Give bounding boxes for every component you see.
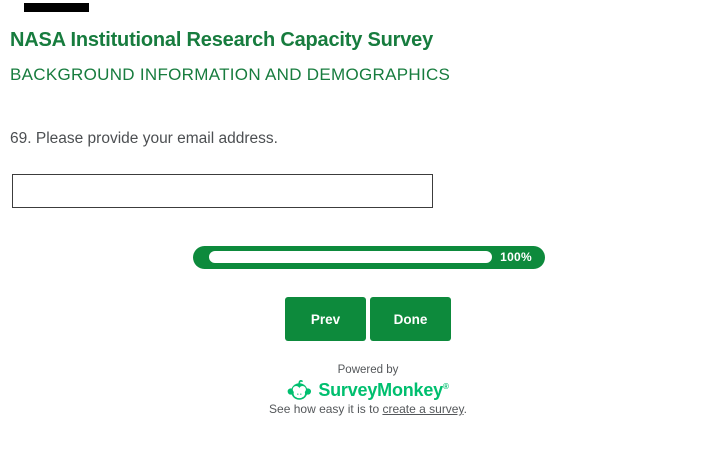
top-artifact-bar (24, 3, 89, 12)
create-survey-link[interactable]: create a survey (382, 402, 464, 416)
prev-button[interactable]: Prev (285, 297, 366, 341)
done-button[interactable]: Done (370, 297, 451, 341)
question-text: 69. Please provide your email address. (10, 130, 278, 147)
powered-by-label: Powered by (337, 364, 399, 376)
email-input[interactable] (12, 174, 433, 208)
surveymonkey-logo[interactable]: SurveyMonkey® (287, 378, 449, 402)
progress-bar: 100% (193, 246, 545, 269)
trademark-symbol: ® (442, 381, 449, 391)
tagline-suffix: . (463, 402, 467, 416)
progress-percent-label: 100% (500, 250, 532, 264)
surveymonkey-monkey-icon (287, 380, 312, 400)
progress-bar-fill (209, 251, 492, 263)
footer-tagline: See how easy it is to create a survey. (269, 402, 467, 416)
nav-button-row: Prev Done (285, 297, 451, 341)
tagline-prefix: See how easy it is to (269, 402, 383, 416)
surveymonkey-wordmark: SurveyMonkey® (318, 379, 449, 400)
survey-page-title: BACKGROUND INFORMATION AND DEMOGRAPHICS (10, 65, 451, 84)
survey-title: NASA Institutional Research Capacity Sur… (10, 29, 434, 51)
